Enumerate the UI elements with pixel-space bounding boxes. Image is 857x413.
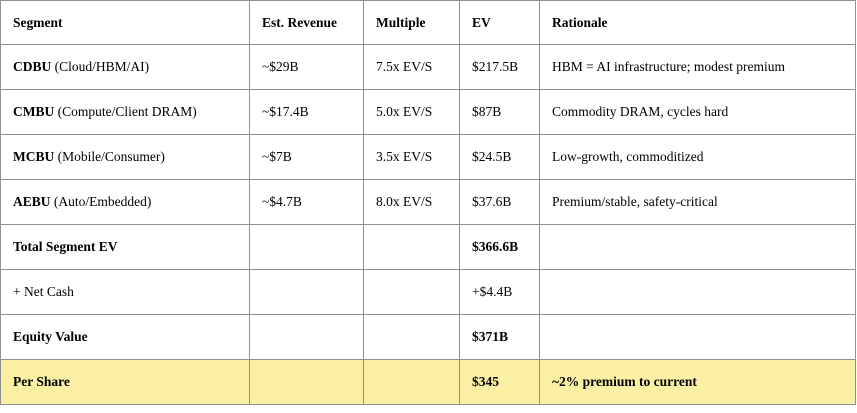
rationale-cell (539, 224, 856, 270)
table-row-equity-value: Equity Value $371B (0, 314, 856, 360)
header-ev: EV (459, 0, 540, 45)
revenue-cell (249, 224, 364, 270)
segment-description: (Compute/Client DRAM) (54, 104, 197, 119)
ev-cell: $24.5B (459, 134, 540, 180)
segment-cell: AEBU (Auto/Embedded) (0, 179, 250, 225)
segment-cell: + Net Cash (0, 269, 250, 315)
ev-cell: $371B (459, 314, 540, 360)
revenue-cell: ~$29B (249, 44, 364, 90)
multiple-cell (363, 314, 460, 360)
rationale-cell: Premium/stable, safety-critical (539, 179, 856, 225)
ev-cell: +$4.4B (459, 269, 540, 315)
header-row: Segment Est. Revenue Multiple EV Rationa… (0, 0, 856, 45)
segment-cell: CDBU (Cloud/HBM/AI) (0, 44, 250, 90)
revenue-cell: ~$7B (249, 134, 364, 180)
table-row-net-cash: + Net Cash +$4.4B (0, 269, 856, 315)
header-rationale: Rationale (539, 0, 856, 45)
segment-code: CDBU (13, 59, 52, 74)
table-row-cdbu: CDBU (Cloud/HBM/AI) ~$29B 7.5x EV/S $217… (0, 44, 856, 90)
rationale-cell (539, 314, 856, 360)
segment-description: (Auto/Embedded) (50, 194, 152, 209)
segment-description: (Mobile/Consumer) (54, 149, 165, 164)
segment-cell: Per Share (0, 359, 250, 405)
table-row-mcbu: MCBU (Mobile/Consumer) ~$7B 3.5x EV/S $2… (0, 134, 856, 180)
header-est-revenue: Est. Revenue (249, 0, 364, 45)
ev-cell: $217.5B (459, 44, 540, 90)
multiple-cell (363, 269, 460, 315)
table-row-per-share: Per Share $345 ~2% premium to current (0, 359, 856, 405)
rationale-cell: Low-growth, commoditized (539, 134, 856, 180)
revenue-cell: ~$17.4B (249, 89, 364, 135)
revenue-cell (249, 269, 364, 315)
revenue-cell: ~$4.7B (249, 179, 364, 225)
multiple-cell (363, 359, 460, 405)
rationale-cell: ~2% premium to current (539, 359, 856, 405)
revenue-cell (249, 359, 364, 405)
header-segment: Segment (0, 0, 250, 45)
header-multiple: Multiple (363, 0, 460, 45)
segment-code: AEBU (13, 194, 51, 209)
segment-cell: CMBU (Compute/Client DRAM) (0, 89, 250, 135)
table-row-cmbu: CMBU (Compute/Client DRAM) ~$17.4B 5.0x … (0, 89, 856, 135)
multiple-cell: 8.0x EV/S (363, 179, 460, 225)
ev-cell: $87B (459, 89, 540, 135)
segment-cell: MCBU (Mobile/Consumer) (0, 134, 250, 180)
ev-cell: $345 (459, 359, 540, 405)
ev-cell: $366.6B (459, 224, 540, 270)
segment-valuation-table: Segment Est. Revenue Multiple EV Rationa… (0, 0, 856, 405)
rationale-cell: HBM = AI infrastructure; modest premium (539, 44, 856, 90)
segment-code: MCBU (13, 149, 55, 164)
rationale-cell: Commodity DRAM, cycles hard (539, 89, 856, 135)
segment-description: (Cloud/HBM/AI) (51, 59, 150, 74)
segment-cell: Total Segment EV (0, 224, 250, 270)
rationale-cell (539, 269, 856, 315)
revenue-cell (249, 314, 364, 360)
multiple-cell (363, 224, 460, 270)
segment-code: CMBU (13, 104, 55, 119)
table-row-total-segment-ev: Total Segment EV $366.6B (0, 224, 856, 270)
multiple-cell: 5.0x EV/S (363, 89, 460, 135)
segment-cell: Equity Value (0, 314, 250, 360)
table-row-aebu: AEBU (Auto/Embedded) ~$4.7B 8.0x EV/S $3… (0, 179, 856, 225)
multiple-cell: 3.5x EV/S (363, 134, 460, 180)
multiple-cell: 7.5x EV/S (363, 44, 460, 90)
ev-cell: $37.6B (459, 179, 540, 225)
